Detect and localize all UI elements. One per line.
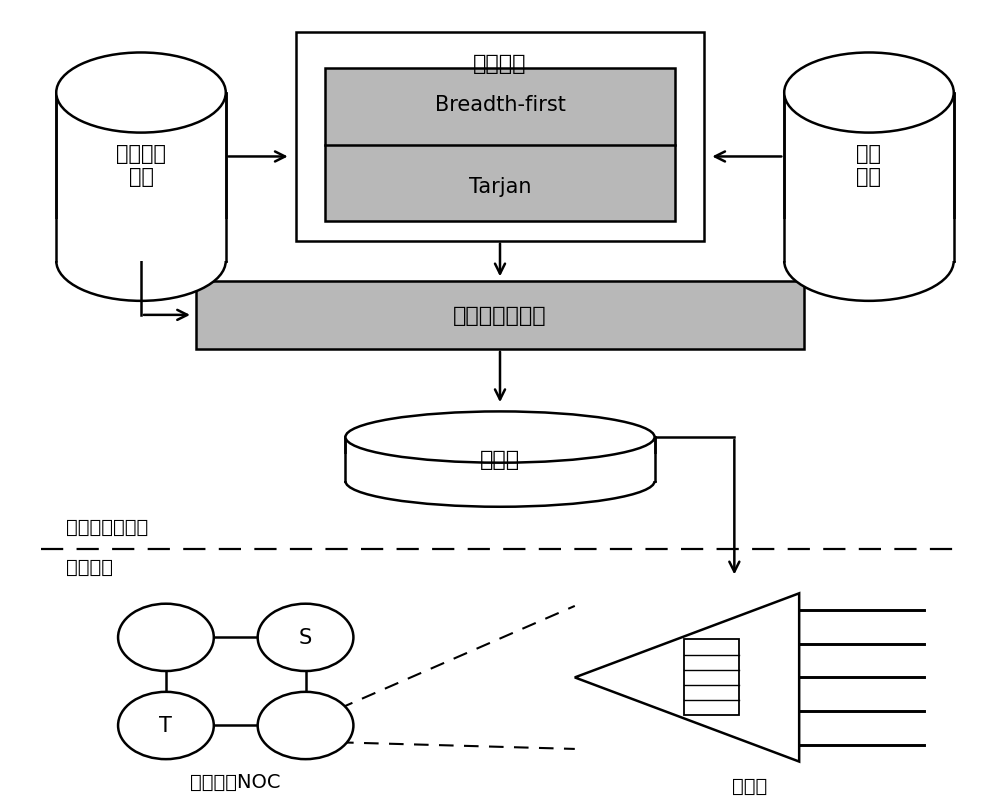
- Text: 避免死锁的规则: 避免死锁的规则: [453, 305, 547, 325]
- Ellipse shape: [784, 54, 954, 133]
- Text: 交换机: 交换机: [732, 777, 767, 795]
- Ellipse shape: [784, 222, 954, 301]
- Bar: [325, 69, 675, 222]
- Polygon shape: [575, 593, 799, 761]
- Bar: [684, 639, 739, 715]
- Bar: [196, 282, 804, 349]
- Text: 离线生成路由表: 离线生成路由表: [66, 518, 148, 536]
- Bar: [345, 438, 655, 482]
- Bar: [340, 454, 660, 482]
- Text: 片上网络NOC: 片上网络NOC: [190, 772, 281, 791]
- Ellipse shape: [258, 604, 353, 671]
- Ellipse shape: [56, 222, 226, 301]
- Ellipse shape: [118, 692, 214, 759]
- Bar: [296, 34, 704, 242]
- Ellipse shape: [118, 604, 214, 671]
- Text: 路由算法: 路由算法: [473, 54, 527, 74]
- Text: 路由表: 路由表: [480, 450, 520, 470]
- Ellipse shape: [345, 456, 655, 507]
- Text: 节点
信息: 节点 信息: [856, 144, 881, 187]
- Bar: [784, 93, 954, 262]
- Ellipse shape: [345, 412, 655, 463]
- Text: Breadth-first: Breadth-first: [435, 95, 565, 114]
- Text: T: T: [159, 715, 172, 736]
- Text: S: S: [299, 628, 312, 647]
- Text: 故障链路
配置: 故障链路 配置: [116, 144, 166, 187]
- Ellipse shape: [258, 692, 353, 759]
- Text: 在线路由: 在线路由: [66, 557, 113, 577]
- Bar: [56, 93, 226, 262]
- Text: Tarjan: Tarjan: [469, 177, 531, 197]
- Ellipse shape: [56, 54, 226, 133]
- Bar: [51, 220, 231, 262]
- Bar: [779, 220, 959, 262]
